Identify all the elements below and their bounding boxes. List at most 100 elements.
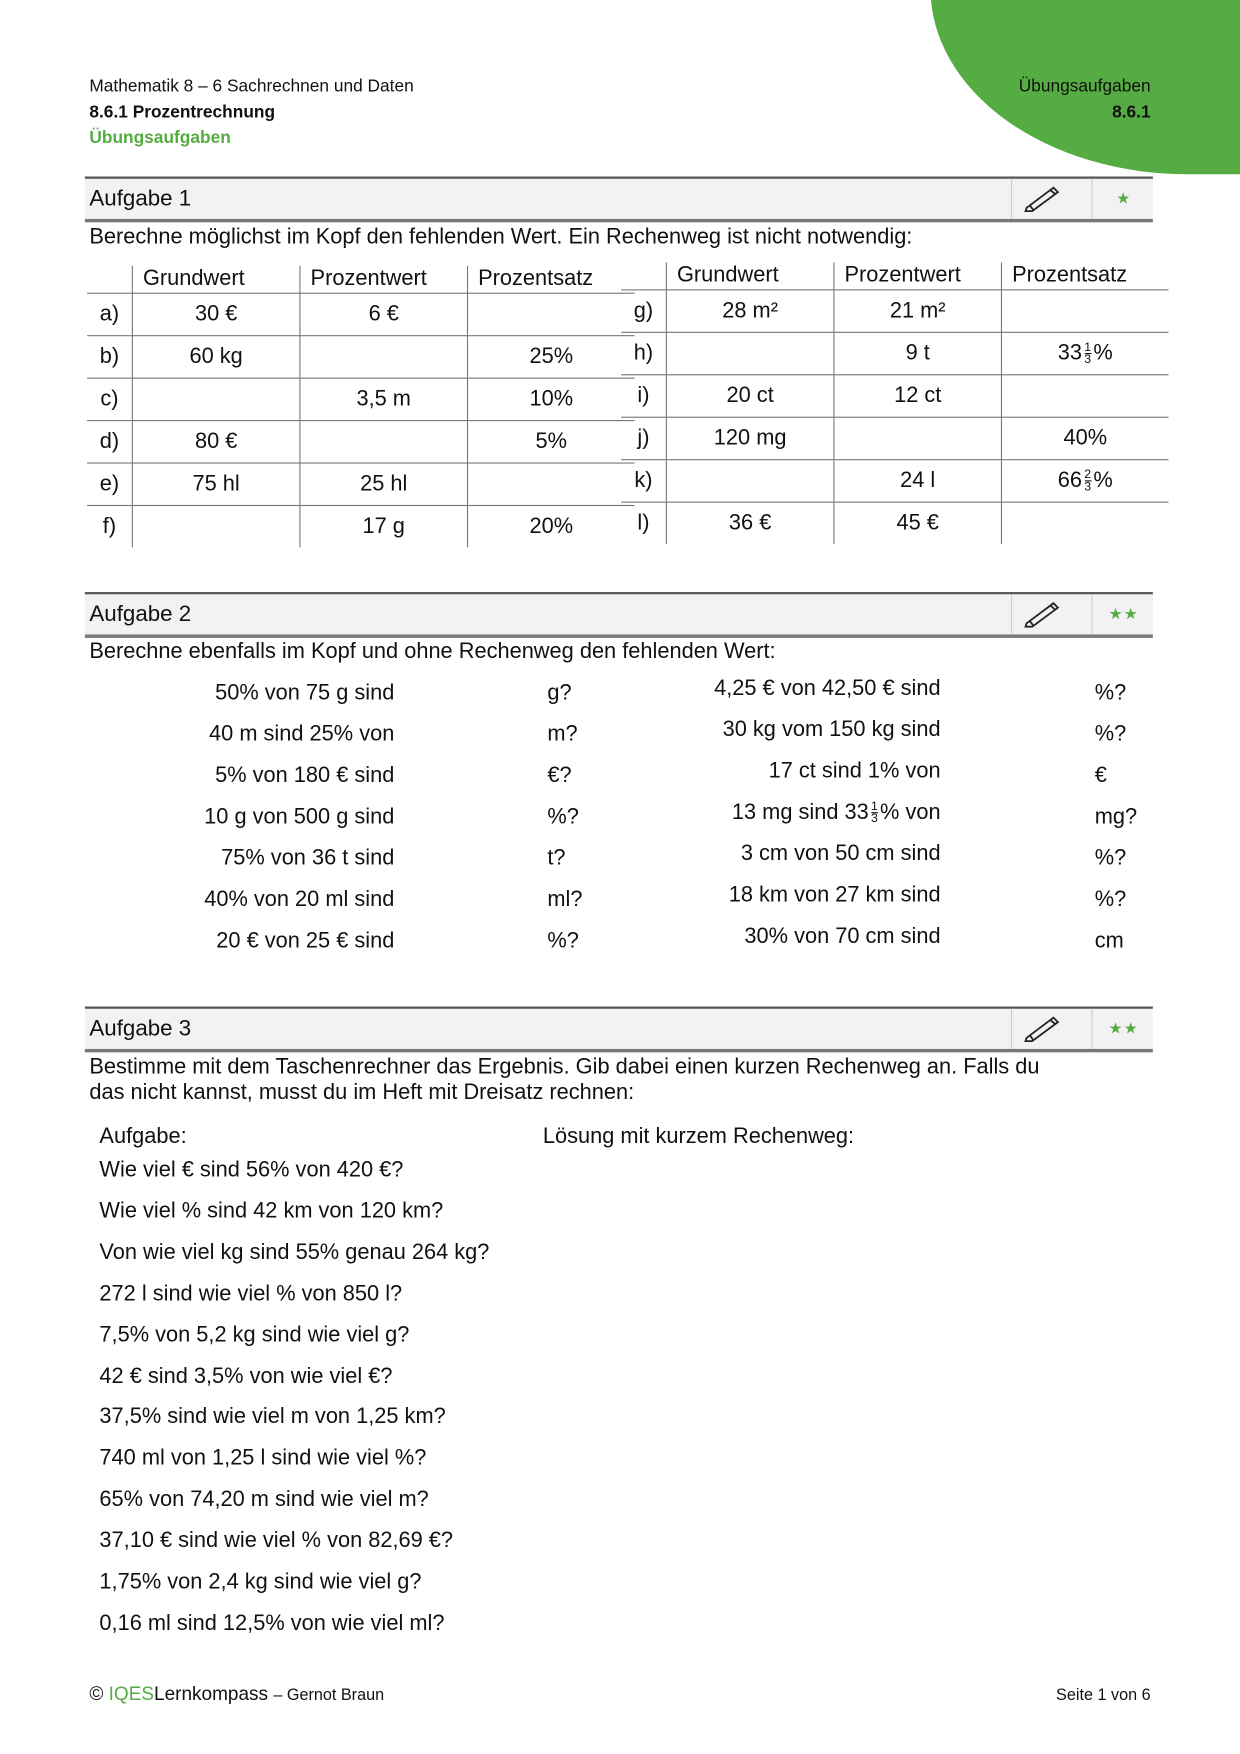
cell: 80 € bbox=[132, 420, 301, 464]
exercise-expression: 18 km von 27 km sind bbox=[728, 882, 941, 908]
task-item: 65% von 74,20 m sind wie viel m? bbox=[99, 1487, 429, 1512]
cell: 20% bbox=[529, 513, 574, 539]
cell: 60 kg bbox=[132, 335, 301, 379]
aufgabe-title: Aufgabe 3 bbox=[89, 1016, 192, 1042]
cell bbox=[833, 417, 1003, 461]
exercise-unit: %? bbox=[547, 928, 579, 953]
cell: 21 m² bbox=[833, 289, 1003, 333]
exercise-expression: 30 kg vom 150 kg sind bbox=[722, 717, 941, 742]
task-item: 42 € sind 3,5% von wie viel €? bbox=[99, 1363, 393, 1388]
subject-line: Mathematik 8 – 6 Sachrechnen und Daten bbox=[89, 77, 414, 97]
exercise-expression: 5% von 180 € sind bbox=[215, 762, 395, 788]
cell: 33 1 3% bbox=[1001, 332, 1169, 376]
table-header-row: Grundwert Prozentwert Prozentsatz bbox=[621, 262, 1169, 291]
pencil-icon bbox=[1023, 599, 1061, 634]
cell: 36 € bbox=[666, 502, 835, 545]
exercise-unit: mg? bbox=[1094, 804, 1138, 829]
brand-iqes: IQES bbox=[108, 1683, 155, 1705]
cell bbox=[467, 293, 635, 337]
exercise-expression: 10 g von 500 g sind bbox=[204, 804, 395, 829]
exercise-expression: 17 ct sind 1% von bbox=[768, 758, 941, 784]
exercise-expression: 3 cm von 50 cm sind bbox=[740, 841, 941, 866]
cell: 17 g bbox=[299, 505, 469, 548]
header-right-code: 8.6.1 bbox=[1112, 102, 1151, 122]
difficulty-stars: ★★ bbox=[1108, 604, 1139, 623]
exercise-expression: 40% von 20 ml sind bbox=[204, 886, 395, 912]
exercise-unit: m? bbox=[547, 721, 578, 747]
table-row: h) 9 t 33 1 3% bbox=[621, 332, 1169, 376]
worksheet-type: Übungsaufgaben bbox=[89, 128, 231, 148]
aufgabe-title: Aufgabe 1 bbox=[89, 186, 192, 212]
cell bbox=[1001, 374, 1169, 418]
column-header: Prozentsatz bbox=[1001, 262, 1169, 291]
row-label: h) bbox=[621, 332, 667, 376]
task-item: 272 l sind wie viel % von 850 l? bbox=[99, 1280, 403, 1306]
table-row: c) 3,5 m 10% bbox=[87, 378, 635, 422]
footer-author: – Gernot Braun bbox=[273, 1686, 385, 1705]
table-row: g) 28 m² 21 m² bbox=[621, 289, 1169, 333]
aufgabe-1-header: Aufgabe 1 ★ bbox=[84, 176, 1153, 223]
column-header: Prozentwert bbox=[299, 265, 469, 294]
row-label: k) bbox=[621, 459, 667, 503]
row-label: j) bbox=[621, 417, 667, 461]
copyright-symbol: © bbox=[89, 1683, 104, 1705]
cell: 25% bbox=[467, 335, 635, 379]
cell bbox=[299, 335, 469, 379]
brand-lernkompass: Lernkompass bbox=[154, 1683, 269, 1705]
exercise-unit: t? bbox=[547, 845, 566, 871]
aufgabe-2-header: Aufgabe 2 ★★ bbox=[84, 592, 1153, 638]
cell: 10% bbox=[467, 378, 635, 422]
cell: 40% bbox=[1001, 417, 1169, 461]
row-label: b) bbox=[87, 335, 133, 379]
cell: 45 € bbox=[833, 502, 1003, 545]
table-row: i) 20 ct 12 ct bbox=[621, 374, 1169, 418]
cell bbox=[1001, 289, 1169, 333]
cell: 9 t bbox=[833, 332, 1003, 376]
row-label: e) bbox=[87, 463, 133, 507]
exercise-unit: %? bbox=[1094, 680, 1127, 705]
footer-brand: © IQESLernkompass – Gernot Braun bbox=[89, 1683, 384, 1705]
table-row: l) 36 €45 € bbox=[621, 502, 1168, 545]
cell: 75 hl bbox=[132, 463, 301, 507]
table-row: j) 120 mg 40% bbox=[621, 417, 1169, 461]
aufgabe-2-instruction: Berechne ebenfalls im Kopf und ohne Rech… bbox=[89, 638, 776, 664]
row-label: d) bbox=[87, 420, 133, 464]
exercise-unit: g? bbox=[547, 680, 572, 705]
cell: 25 hl bbox=[299, 463, 469, 507]
column-header: Prozentwert bbox=[833, 262, 1003, 291]
cell: 6 € bbox=[299, 293, 469, 337]
column-header: Grundwert bbox=[132, 265, 301, 294]
column-header: Grundwert bbox=[666, 262, 835, 291]
exercise-expression: 75% von 36 t sind bbox=[221, 845, 395, 871]
row-label: a) bbox=[87, 293, 133, 337]
pencil-icon bbox=[1023, 183, 1061, 218]
task-item: 7,5% von 5,2 kg sind wie viel g? bbox=[99, 1322, 410, 1347]
table-row: b) 60 kg 25% bbox=[87, 335, 635, 379]
exercise-unit: %? bbox=[1094, 845, 1127, 871]
row-label: f) bbox=[87, 505, 133, 548]
aufgabe-3-instruction-1: Bestimme mit dem Taschenrechner das Erge… bbox=[89, 1054, 1040, 1080]
exercise-expression: 13 mg sind 33 1 3% von bbox=[731, 799, 941, 826]
table-row: k) 24 l 66 2 3% bbox=[621, 459, 1169, 503]
task-item: Von wie viel kg sind 55% genau 264 kg? bbox=[99, 1239, 490, 1265]
cell: 24 l bbox=[833, 459, 1003, 503]
cell: 120 mg bbox=[666, 417, 835, 461]
table-left: Grundwert Prozentwert Prozentsatz a) 30 €6 €… bbox=[87, 265, 635, 548]
cell bbox=[1001, 502, 1168, 544]
exercise-unit: %? bbox=[1094, 721, 1127, 747]
chapter-title: 8.6.1 Prozentrechnung bbox=[89, 102, 276, 122]
cell bbox=[666, 459, 835, 503]
table-row: e) 75 hl 25 hl bbox=[87, 463, 635, 507]
column-task-label: Aufgabe: bbox=[99, 1123, 187, 1149]
exercise-expression: 40 m sind 25% von bbox=[209, 721, 395, 747]
row-label: l) bbox=[621, 502, 667, 545]
cell bbox=[299, 420, 469, 464]
exercise-unit: € bbox=[1094, 762, 1107, 788]
header-right-type: Übungsaufgaben bbox=[1018, 77, 1151, 97]
task-item: Wie viel % sind 42 km von 120 km? bbox=[99, 1198, 444, 1224]
task-item: Wie viel € sind 56% von 420 €? bbox=[99, 1157, 404, 1182]
task-item: 37,10 € sind wie viel % von 82,69 €? bbox=[99, 1528, 454, 1553]
task-item: 37,5% sind wie viel m von 1,25 km? bbox=[99, 1404, 446, 1430]
table-header-row: Grundwert Prozentwert Prozentsatz bbox=[87, 265, 635, 294]
cell: 3,5 m bbox=[299, 378, 469, 422]
